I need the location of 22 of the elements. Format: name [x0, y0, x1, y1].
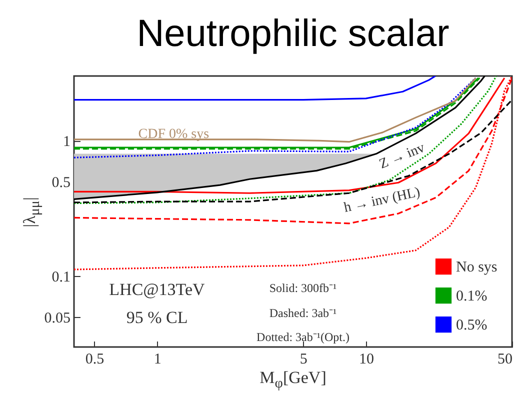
y-tick-label: 0.5 — [52, 174, 70, 191]
annotation: Dashed: 3ab⁻¹ — [269, 306, 338, 320]
annotation: Solid: 300fb⁻¹ — [269, 281, 338, 295]
annotation: 95 % CL — [126, 308, 188, 327]
x-tick-label: 10 — [359, 352, 374, 368]
y-tick-label: 0.05 — [44, 310, 70, 326]
annotation: Z → inv — [377, 140, 427, 172]
x-tick-label: 0.5 — [85, 352, 104, 368]
y-tick-label: 1 — [63, 134, 70, 150]
y-tick-label: 0.1 — [52, 270, 70, 286]
chart-title: Neutrophilic scalar — [136, 13, 450, 55]
x-tick-label: 5 — [300, 352, 308, 368]
annotation: LHC@13TeV — [109, 280, 206, 299]
x-tick-label: 50 — [498, 352, 512, 368]
legend-label: 0.5% — [456, 318, 488, 334]
annotation: CDF 0% sys — [138, 126, 210, 142]
x-tick-label: 1 — [154, 352, 162, 368]
x-axis-title: M$_{φ}$[GeV] — [258, 368, 328, 392]
annotation: h → inv (HL) — [342, 185, 422, 216]
legend-label: No sys — [456, 260, 498, 276]
legend-label: 0.1% — [456, 288, 488, 304]
annotation: Dotted: 3ab⁻¹(Opt.) — [256, 330, 350, 344]
